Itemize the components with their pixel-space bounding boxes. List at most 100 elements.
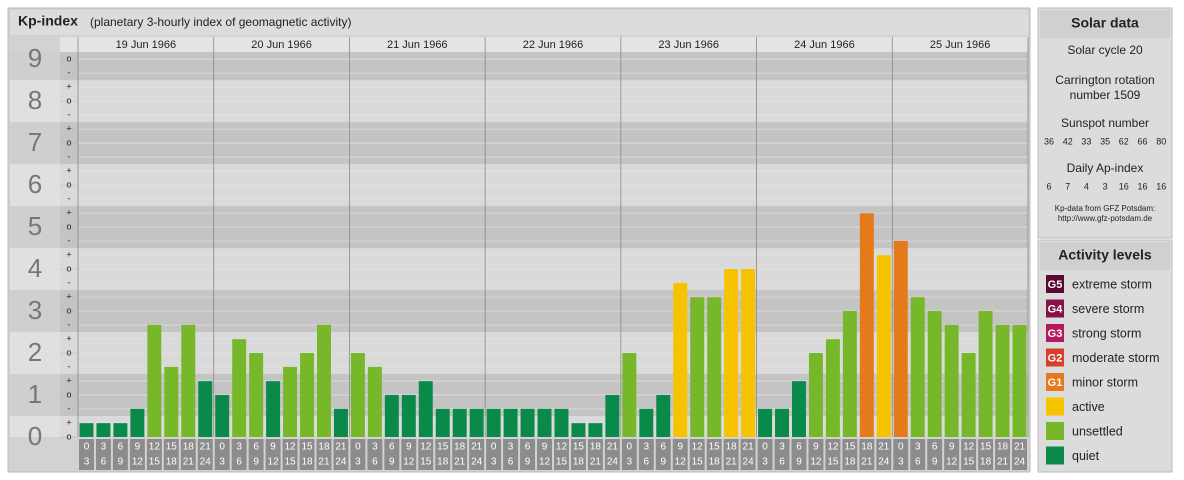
sub-tick-label: o — [66, 221, 71, 231]
hour-start: 18 — [726, 442, 738, 453]
hour-cell — [978, 439, 994, 470]
hour-start: 6 — [118, 442, 124, 453]
hour-start: 12 — [420, 442, 432, 453]
label-band — [10, 416, 60, 437]
sub-tick-label: + — [66, 123, 71, 133]
sub-tick-label: - — [68, 235, 71, 245]
level-swatch — [1046, 446, 1064, 465]
hour-end: 12 — [675, 457, 687, 468]
day-label: 25 Jun 1966 — [930, 39, 991, 51]
hour-end: 24 — [471, 457, 483, 468]
hour-end: 9 — [118, 457, 124, 468]
hour-cell — [401, 439, 417, 470]
hour-end: 3 — [898, 457, 904, 468]
hour-start: 15 — [437, 442, 449, 453]
hour-cell — [384, 439, 400, 470]
hour-cell — [910, 439, 926, 470]
hour-cell — [180, 439, 196, 470]
level-code: G5 — [1048, 279, 1063, 291]
hour-cell — [876, 439, 892, 470]
label-band — [10, 206, 60, 249]
hour-start: 0 — [627, 442, 633, 453]
hour-end: 24 — [878, 457, 890, 468]
hour-end: 18 — [573, 457, 585, 468]
sunspot-value: 62 — [1119, 136, 1129, 146]
hour-start: 15 — [980, 442, 992, 453]
hour-start: 3 — [101, 442, 107, 453]
sub-tick-label: + — [66, 82, 71, 92]
sub-tick-label: + — [66, 417, 71, 427]
hour-end: 9 — [253, 457, 259, 468]
level-label: active — [1072, 400, 1105, 414]
hour-end: 15 — [692, 457, 704, 468]
hour-start: 0 — [898, 442, 904, 453]
y-tick-label: 2 — [28, 337, 42, 367]
sub-tick-label: - — [68, 277, 71, 287]
hour-end: 18 — [301, 457, 313, 468]
level-label: extreme storm — [1072, 277, 1152, 291]
bar — [164, 366, 179, 437]
bar — [639, 408, 654, 437]
hour-cell — [197, 439, 213, 470]
levels-title-bar — [1040, 242, 1170, 270]
chart-subtitle: (planetary 3-hourly index of geomagnetic… — [90, 15, 351, 29]
solar-title-bar — [1040, 10, 1170, 38]
hour-cell — [299, 439, 315, 470]
bar — [808, 353, 823, 437]
bar — [707, 297, 722, 437]
bar — [283, 366, 298, 437]
hour-cell — [248, 439, 264, 470]
ap-value: 7 — [1065, 181, 1070, 191]
hour-start: 9 — [949, 442, 955, 453]
hour-cell — [842, 439, 858, 470]
hour-cell — [333, 439, 349, 470]
hour-start: 15 — [166, 442, 178, 453]
bar — [554, 408, 569, 437]
hour-cell — [808, 439, 824, 470]
hour-end: 12 — [268, 457, 280, 468]
bar — [995, 324, 1010, 437]
label-band — [10, 248, 60, 291]
sub-tick-label: + — [66, 165, 71, 175]
ap-value: 3 — [1103, 181, 1108, 191]
level-swatch — [1046, 422, 1064, 440]
hour-start: 6 — [525, 442, 531, 453]
sub-tick-label: + — [66, 249, 71, 259]
hour-cell — [146, 439, 162, 470]
level-label: moderate storm — [1072, 351, 1160, 365]
hour-end: 24 — [607, 457, 619, 468]
y-tick-label: 0 — [28, 421, 42, 451]
sub-tick-label: - — [68, 361, 71, 371]
hour-cell — [95, 439, 111, 470]
bar — [367, 366, 382, 437]
ap-value: 16 — [1137, 181, 1147, 191]
hour-end: 18 — [980, 457, 992, 468]
source-line: http://www.gfz-potsdam.de — [1058, 214, 1153, 223]
hour-start: 15 — [844, 442, 856, 453]
hour-cell — [587, 439, 603, 470]
hour-start: 18 — [183, 442, 195, 453]
hour-cell — [723, 439, 739, 470]
hour-end: 3 — [355, 457, 361, 468]
hour-end: 12 — [946, 457, 958, 468]
bar — [181, 324, 196, 437]
level-label: severe storm — [1072, 302, 1144, 316]
hour-start: 6 — [253, 442, 259, 453]
hour-start: 21 — [607, 442, 619, 453]
sub-tick-label: o — [66, 305, 71, 315]
hour-start: 15 — [709, 442, 721, 453]
bar — [249, 353, 264, 437]
hour-end: 15 — [556, 457, 568, 468]
hour-end: 9 — [525, 457, 531, 468]
hour-start: 9 — [135, 442, 141, 453]
sub-tick-label: o — [66, 137, 71, 147]
hour-cell — [961, 439, 977, 470]
day-label: 24 Jun 1966 — [794, 39, 855, 51]
hour-end: 12 — [403, 457, 415, 468]
label-band — [10, 332, 60, 375]
hour-end: 6 — [915, 457, 921, 468]
bar — [503, 408, 518, 437]
y-tick-label: 1 — [28, 379, 42, 409]
level-code: G4 — [1048, 303, 1064, 315]
y-tick-label: 9 — [28, 43, 42, 73]
